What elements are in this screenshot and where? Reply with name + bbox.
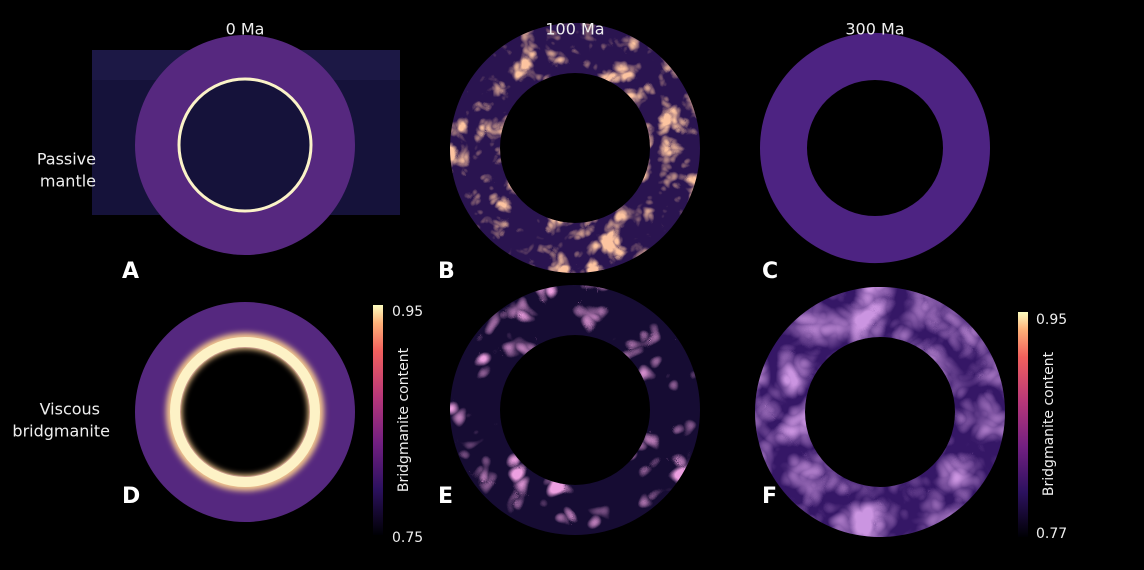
column-header: 0 Ma [226,20,265,39]
colorbar [373,305,383,535]
annulus [450,285,700,535]
column-header: 100 Ma [545,20,604,39]
annulus [450,23,700,273]
row-label: Viscous [40,400,100,419]
colorbar-tick: 0.77 [1036,526,1067,542]
colorbar-tick: 0.95 [392,304,423,320]
colorbar-label: Bridgmanite content [1041,351,1057,496]
colorbar [1018,312,1028,537]
panel-letter: E [438,484,453,509]
row-label: Passive [37,150,96,169]
panel-letter: A [122,259,139,284]
panel-letter: D [122,484,140,509]
annulus [755,287,1005,537]
row-label: bridgmanite [12,422,110,441]
colorbar-label: Bridgmanite content [396,347,412,492]
row-label: mantle [40,172,96,191]
panel-letter: B [438,259,455,284]
colorbar-tick: 0.75 [392,530,423,546]
colorbar-tick: 0.95 [1036,312,1067,328]
figure: 0 Ma 100 Ma 300 Ma Passive mantle Viscou… [0,0,1144,566]
panel-letter: F [762,484,777,509]
bridgmanite-layer [175,342,315,482]
column-header: 300 Ma [845,20,904,39]
annulus [760,33,990,263]
panel-letter: C [762,259,778,284]
